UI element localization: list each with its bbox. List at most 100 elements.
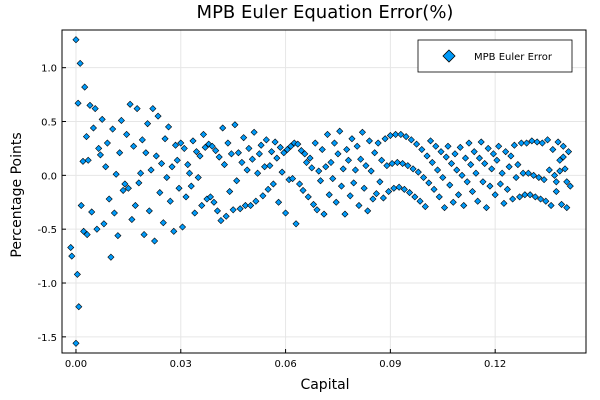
data-point — [447, 159, 456, 168]
data-point — [332, 198, 340, 206]
data-point — [205, 140, 213, 148]
data-point — [271, 138, 279, 146]
data-point — [144, 120, 152, 128]
data-point — [470, 148, 478, 156]
x-tick-label: 0.03 — [170, 359, 192, 370]
data-point — [409, 165, 417, 173]
data-point — [107, 253, 115, 261]
data-point — [488, 165, 496, 173]
data-point — [220, 161, 228, 169]
data-point — [425, 179, 433, 187]
data-point — [289, 175, 297, 183]
data-point — [262, 136, 270, 144]
data-point — [252, 197, 260, 205]
data-point — [365, 137, 373, 145]
data-point — [222, 212, 230, 220]
data-point — [442, 153, 450, 161]
data-point — [79, 157, 87, 165]
y-axis-label: Percentage Points — [9, 132, 25, 257]
data-point — [514, 161, 522, 169]
data-point — [75, 303, 83, 311]
data-point — [217, 217, 225, 225]
data-point — [545, 166, 553, 174]
data-point — [551, 171, 559, 179]
x-tick-label: 0.06 — [274, 359, 296, 370]
data-point — [236, 205, 244, 213]
data-point — [475, 154, 483, 162]
plot-frame — [61, 29, 587, 354]
data-point — [128, 215, 136, 224]
data-point — [296, 180, 304, 188]
data-point — [556, 156, 564, 164]
data-point — [177, 139, 185, 147]
data-point — [358, 128, 366, 136]
data-point — [399, 159, 407, 168]
data-point — [72, 339, 80, 347]
data-point — [378, 156, 386, 164]
data-point — [117, 116, 125, 124]
data-point — [227, 150, 235, 158]
data-point — [334, 150, 342, 158]
data-point — [535, 173, 543, 182]
data-point — [400, 185, 408, 193]
data-point — [161, 135, 169, 143]
data-point — [440, 204, 449, 212]
data-point — [369, 195, 377, 203]
data-point — [509, 195, 517, 203]
data-point — [178, 223, 187, 231]
data-point — [463, 178, 471, 186]
data-point — [395, 183, 403, 191]
data-point — [308, 164, 316, 172]
data-point — [559, 142, 567, 150]
data-point — [467, 161, 475, 169]
data-point — [524, 169, 532, 177]
data-point — [519, 169, 527, 177]
data-point — [316, 177, 325, 185]
x-tick-label: 0.09 — [379, 359, 401, 370]
data-point — [542, 197, 550, 205]
data-point — [481, 159, 489, 168]
data-point — [81, 83, 89, 91]
y-tick-label: -1.5 — [37, 333, 57, 344]
data-point — [96, 151, 104, 159]
data-point — [297, 147, 305, 155]
data-point — [257, 141, 265, 149]
data-point — [446, 181, 454, 189]
data-point — [523, 139, 531, 147]
data-point — [194, 173, 202, 182]
data-point — [247, 201, 255, 210]
data-point — [67, 243, 75, 252]
data-point — [558, 200, 566, 208]
data-point — [516, 193, 524, 201]
data-point — [362, 162, 370, 170]
data-point — [407, 136, 415, 144]
data-point — [95, 144, 103, 152]
data-point — [554, 138, 562, 146]
data-point — [318, 145, 326, 154]
data-point — [259, 192, 267, 200]
data-point — [311, 139, 319, 147]
data-point — [215, 153, 223, 161]
data-point — [84, 156, 92, 164]
data-point — [109, 125, 117, 133]
data-point — [135, 179, 143, 187]
data-point — [172, 141, 180, 149]
data-point — [159, 219, 167, 227]
data-point — [493, 156, 501, 164]
data-point — [503, 185, 511, 193]
data-point — [240, 134, 248, 142]
data-point — [309, 200, 318, 208]
data-point — [526, 191, 534, 199]
x-axis-label: Capital — [300, 377, 349, 393]
data-point — [566, 182, 574, 190]
x-tick-label: 0.00 — [65, 359, 87, 370]
data-point — [152, 152, 160, 160]
data-point — [392, 130, 400, 138]
data-point — [226, 187, 234, 196]
data-point — [137, 169, 145, 177]
data-point — [489, 150, 497, 158]
legend-marker-diamond-icon — [442, 49, 456, 63]
data-point — [533, 138, 541, 146]
data-point — [266, 162, 274, 170]
data-point — [294, 140, 302, 148]
